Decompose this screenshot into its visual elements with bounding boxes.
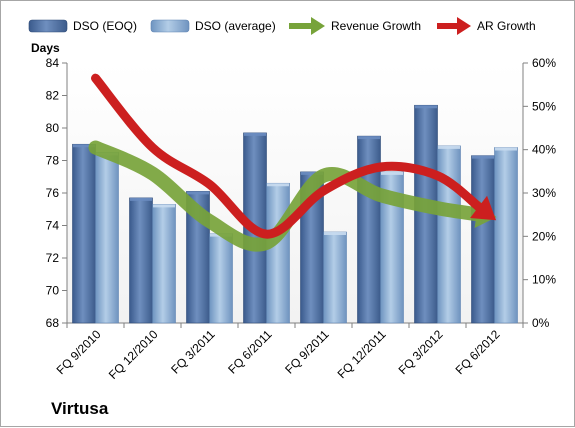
y-left-tick-label: 76 xyxy=(46,186,60,200)
y-left-tick-label: 84 xyxy=(46,56,60,70)
x-tick-label: FQ 6/2012 xyxy=(453,327,503,377)
legend-label-dso-average: DSO (average) xyxy=(195,19,276,33)
y-right-tick-label: 20% xyxy=(532,229,556,243)
y-right-tick-label: 50% xyxy=(532,99,556,113)
y-right-tick-label: 60% xyxy=(532,56,556,70)
bar-cap-dso-eoq xyxy=(358,136,380,140)
bar-cap-dso-average xyxy=(495,147,517,151)
legend-item-dso-average: DSO (average) xyxy=(150,19,276,33)
x-tick-label: FQ 12/2011 xyxy=(335,327,389,381)
bar-cap-dso-average xyxy=(438,145,460,149)
bar-cap-dso-eoq xyxy=(73,144,95,148)
bar-cap-dso-eoq xyxy=(472,155,494,159)
x-tick-label: FQ 12/2010 xyxy=(106,327,161,382)
bar-cap-dso-average xyxy=(267,183,289,187)
y-right-tick-label: 10% xyxy=(532,273,556,287)
y-right-tick-label: 30% xyxy=(532,186,556,200)
bar-cap-dso-eoq xyxy=(301,171,323,175)
legend: DSO (EOQ) DSO (average) Revenue Growth A… xyxy=(28,17,536,35)
legend-item-dso-eoq: DSO (EOQ) xyxy=(28,19,137,33)
legend-item-revenue-growth: Revenue Growth xyxy=(289,17,421,35)
bar-dso-average xyxy=(323,231,347,324)
y-right-tick-label: 0% xyxy=(532,316,550,330)
y-left-tick-label: 82 xyxy=(46,89,60,103)
y-left-tick-label: 70 xyxy=(46,284,60,298)
legend-arrow-revenue-head xyxy=(311,17,325,35)
x-tick-label: FQ 9/2011 xyxy=(282,327,332,377)
bars xyxy=(72,104,518,324)
bar-dso-average xyxy=(152,204,176,324)
bar-dso-average xyxy=(209,233,233,324)
x-tick-label: FQ 9/2010 xyxy=(54,327,104,377)
y-right-tick-label: 40% xyxy=(532,143,556,157)
y-left-unit-label: Days xyxy=(31,41,60,55)
growth-lines xyxy=(88,73,497,252)
bar-cap-dso-eoq xyxy=(187,191,209,195)
y-left-tick-label: 72 xyxy=(46,251,60,265)
legend-label-revenue-growth: Revenue Growth xyxy=(331,19,421,33)
legend-label-ar-growth: AR Growth xyxy=(477,19,536,33)
bar-cap-dso-eoq xyxy=(130,197,152,201)
bar-dso-eoq xyxy=(72,143,96,324)
x-tick-label: FQ 3/2011 xyxy=(168,327,218,377)
bar-dso-eoq xyxy=(129,197,153,324)
bar-dso-average xyxy=(95,152,119,324)
bar-cap-dso-average xyxy=(324,232,346,235)
bar-cap-dso-average xyxy=(381,171,403,175)
bar-dso-eoq xyxy=(471,155,495,324)
y-left-tick-label: 78 xyxy=(46,154,60,168)
arrowhead-ar-growth xyxy=(470,195,497,221)
x-tick-label: FQ 6/2011 xyxy=(225,327,275,377)
line-ar-growth xyxy=(91,73,485,239)
y-left-tick-label: 80 xyxy=(46,121,60,135)
y-left-tick-label: 74 xyxy=(46,219,60,233)
bar-cap-dso-eoq xyxy=(415,105,437,109)
legend-label-dso-eoq: DSO (EOQ) xyxy=(73,19,137,33)
bar-dso-average xyxy=(494,147,518,324)
bar-cap-dso-average xyxy=(153,204,175,208)
bar-cap-dso-eoq xyxy=(244,132,266,136)
company-name: Virtusa xyxy=(51,399,109,418)
bar-dso-average xyxy=(266,182,290,324)
legend-swatch-dso-eoq xyxy=(28,19,68,33)
legend-item-ar-growth: AR Growth xyxy=(437,17,536,35)
legend-arrow-ar-head xyxy=(457,17,471,35)
legend-swatch-dso-average xyxy=(150,19,190,33)
x-tick-label: FQ 3/2012 xyxy=(396,327,446,377)
y-left-tick-label: 68 xyxy=(46,316,60,330)
